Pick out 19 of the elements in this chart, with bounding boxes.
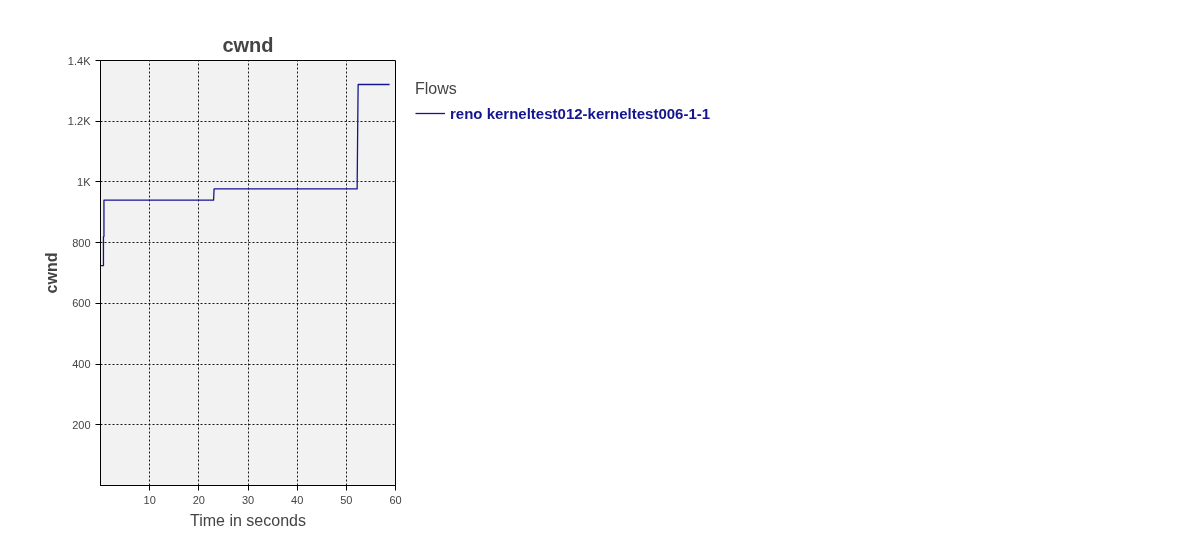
x-tick-label: 20	[192, 493, 205, 506]
x-tick-label: 10	[143, 493, 156, 506]
x-tick-label: 30	[241, 493, 255, 506]
legend-title: Flows	[415, 80, 458, 98]
y-tick-label: 1.2K	[67, 115, 92, 128]
x-tick-label: 60	[389, 493, 402, 506]
line-series	[100, 83, 391, 267]
x-axis-title: Time in seconds	[190, 511, 306, 529]
y-tick-label: 400	[72, 358, 91, 371]
y-tick-label: 1K	[77, 175, 92, 188]
y-tick-label: 600	[72, 297, 91, 310]
legend-label: reno kerneltest012-kerneltest006-1-1	[450, 104, 711, 122]
y-tick-label: 1.4K	[67, 54, 92, 67]
x-tick-label: 40	[291, 493, 304, 506]
y-tick-label: 800	[72, 236, 91, 249]
y-axis-title: cwnd	[42, 252, 60, 294]
chart-title: cwnd	[222, 33, 274, 56]
y-tick-label: 200	[72, 418, 91, 431]
x-tick-label: 50	[340, 493, 353, 506]
